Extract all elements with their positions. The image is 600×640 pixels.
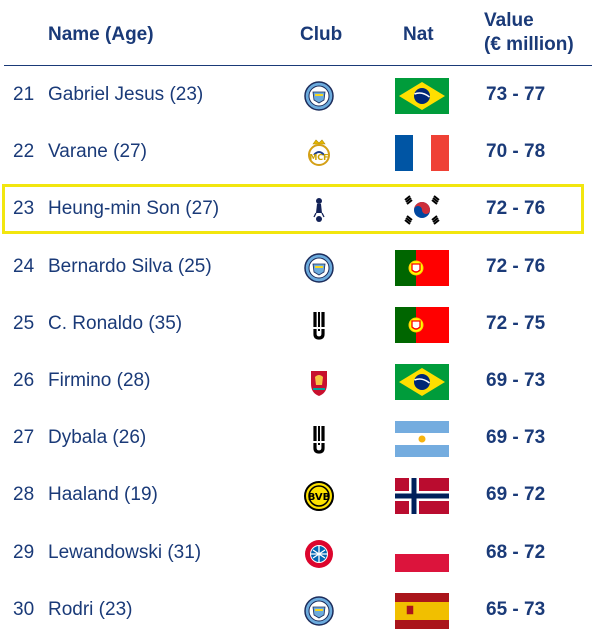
svg-text:BVB: BVB: [308, 492, 331, 503]
table-row: 25 C. Ronaldo (35) 72 - 75: [0, 296, 600, 353]
player-name-age: Rodri (23): [48, 598, 133, 620]
rank-number: 29: [13, 541, 35, 563]
player-name-age: Bernardo Silva (25): [48, 255, 212, 277]
france-flag-icon: [395, 135, 449, 172]
header-value: Value (€ million): [484, 9, 574, 57]
market-value: 68 - 72: [486, 541, 546, 563]
south-korea-flag-icon: [395, 192, 449, 229]
svg-text:MCF: MCF: [309, 153, 328, 162]
manchester-city-crest-icon: [302, 595, 336, 627]
brazil-flag-icon: [395, 78, 449, 114]
market-value: 70 - 78: [486, 141, 546, 163]
dortmund-crest-icon: BVB: [302, 480, 336, 512]
header-club: Club: [300, 24, 343, 45]
rank-number: 26: [13, 370, 35, 391]
real-madrid-crest-icon: MCF: [302, 137, 336, 169]
portugal-flag-icon: [395, 249, 449, 286]
rank-number: 27: [13, 427, 35, 449]
table-row: 21 Gabriel Jesus (23) 73 - 77: [0, 67, 600, 124]
player-name-age: Varane (27): [48, 141, 147, 163]
table-row: 27 Dybala (26) 69 - 73: [0, 410, 600, 467]
player-name-age: Dybala (26): [48, 427, 147, 449]
table-row: 26 Firmino (28) 69 - 73: [0, 353, 600, 410]
market-value: 69 - 73: [486, 370, 546, 391]
portugal-flag-icon: [395, 306, 449, 343]
spain-flag-icon: [395, 592, 449, 629]
rank-number: 30: [13, 598, 35, 620]
player-name-age: Firmino (28): [48, 370, 151, 391]
liverpool-crest-icon: [302, 366, 336, 398]
table-row: 24 Bernardo Silva (25) 72 - 76: [0, 239, 600, 296]
player-name-age: Haaland (19): [48, 484, 158, 506]
norway-flag-icon: [395, 478, 449, 515]
table-row: 22 Varane (27) MCF 70 - 78: [0, 124, 600, 181]
table-row: 29 Lewandowski (31) 68 - 72: [0, 525, 600, 582]
juventus-crest-icon: [302, 309, 336, 341]
highlight-box: [2, 184, 584, 234]
market-value: 65 - 73: [486, 598, 546, 620]
juventus-crest-icon: [302, 423, 336, 455]
header-name-age: Name (Age): [48, 24, 154, 45]
player-name-age: C. Ronaldo (35): [48, 312, 183, 334]
market-value: 72 - 75: [486, 312, 546, 334]
rank-number: 21: [13, 84, 35, 105]
player-name-age: Gabriel Jesus (23): [48, 84, 204, 105]
market-value: 69 - 72: [486, 484, 546, 506]
rank-number: 28: [13, 484, 35, 506]
header-nat: Nat: [403, 24, 434, 45]
market-value: 72 - 76: [486, 198, 546, 220]
table-row: 28 Haaland (19) BVB 69 - 72: [0, 467, 600, 524]
table-row: 23 Heung-min Son (27) 72 - 76: [0, 181, 600, 238]
rank-number: 22: [13, 141, 35, 163]
rank-number: 23: [13, 198, 35, 220]
header-value-line1: Value: [484, 10, 534, 31]
table-row: 30 Rodri (23) 65 - 73: [0, 582, 600, 639]
header-value-line2: (€ million): [484, 34, 574, 55]
argentina-flag-icon: [395, 421, 449, 458]
market-value: 69 - 73: [486, 427, 546, 449]
rank-number: 25: [13, 312, 35, 334]
market-value: 73 - 77: [486, 84, 546, 105]
manchester-city-crest-icon: [302, 252, 336, 284]
manchester-city-crest-icon: [302, 80, 336, 112]
rank-number: 24: [13, 255, 35, 277]
bayern-crest-icon: [302, 538, 336, 570]
market-value: 72 - 76: [486, 255, 546, 277]
table-header: Name (Age) Club Nat Value (€ million): [0, 0, 600, 64]
brazil-flag-icon: [395, 364, 449, 400]
player-name-age: Heung-min Son (27): [48, 198, 220, 220]
tottenham-crest-icon: [302, 194, 336, 226]
header-divider: [4, 65, 592, 66]
player-name-age: Lewandowski (31): [48, 541, 202, 563]
poland-flag-icon: [395, 535, 449, 572]
